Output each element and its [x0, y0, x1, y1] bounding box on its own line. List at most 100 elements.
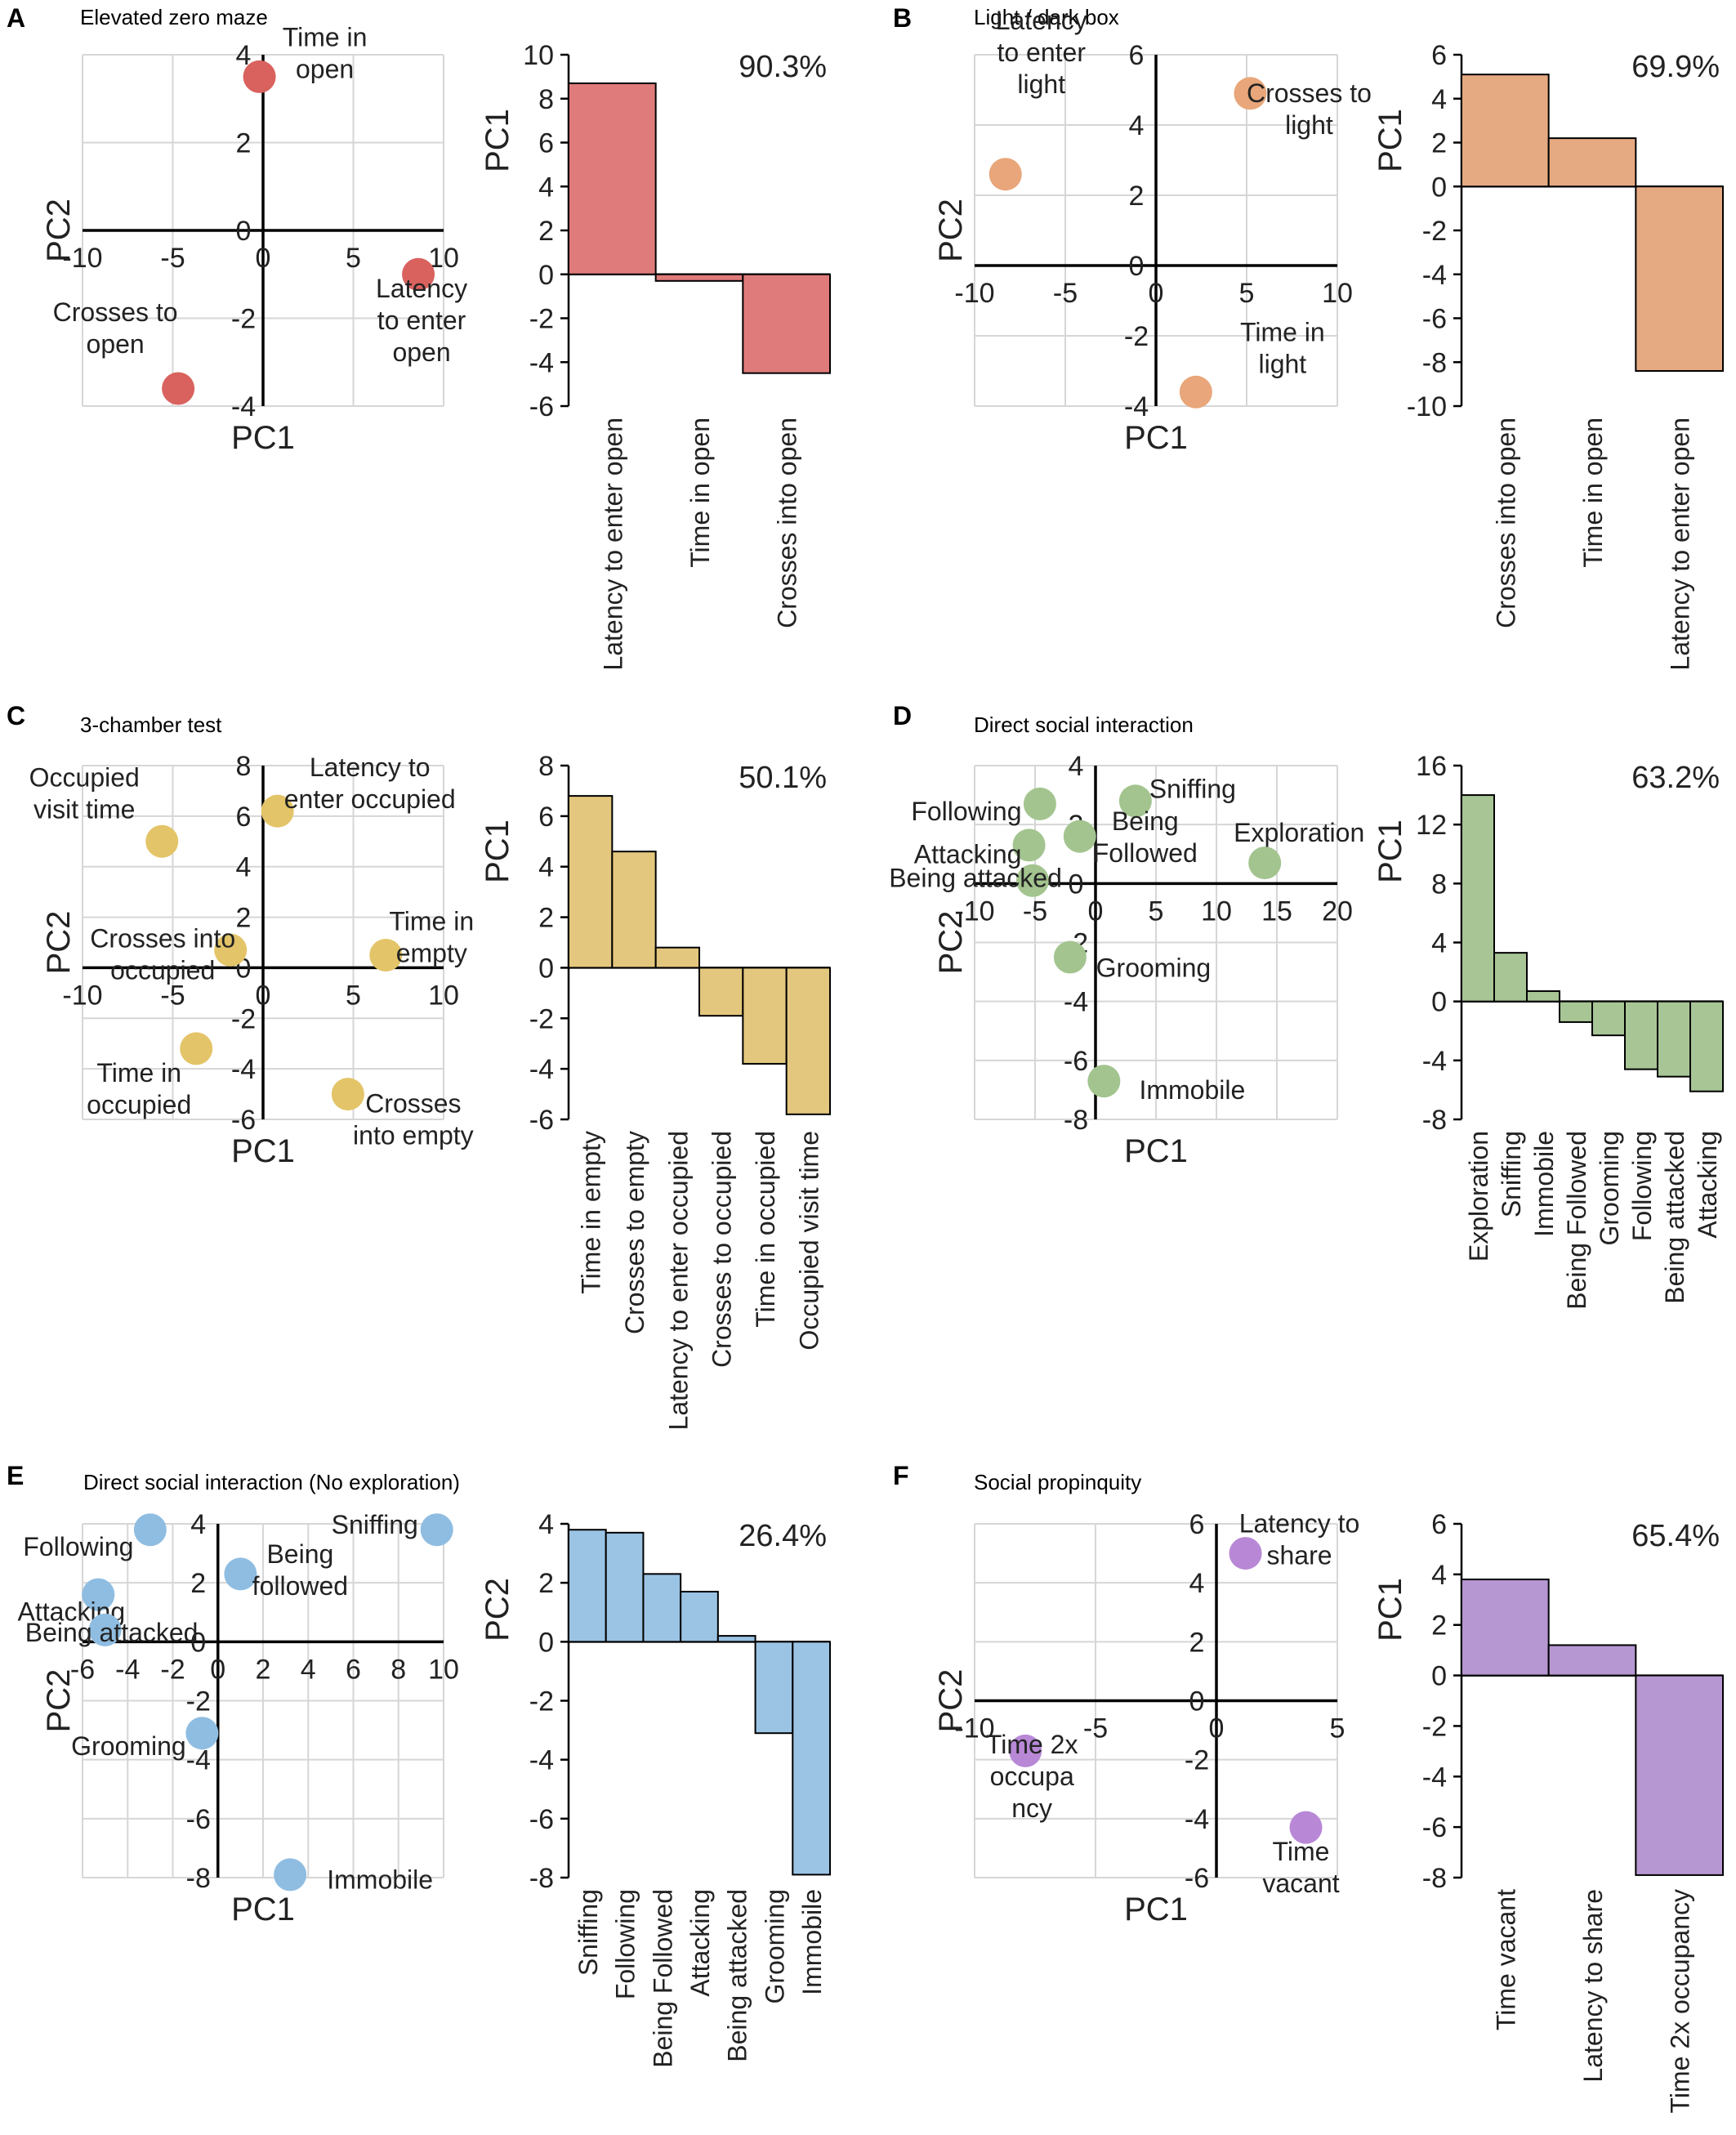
y-tick-label: 0 — [190, 1627, 206, 1658]
bar — [1657, 1000, 1691, 1078]
y-tick-label: -4 — [1064, 987, 1088, 1018]
x-tick-label: -5 — [1053, 278, 1078, 309]
point-label: followed — [252, 1571, 348, 1601]
x-tick-label: 0 — [256, 980, 271, 1011]
bar-category-label: Time in occupied — [751, 1131, 780, 1328]
y-tick-label: -4 — [186, 1745, 211, 1776]
bar-y-tick-label: 8 — [538, 751, 554, 782]
point-label: to enter — [377, 306, 466, 335]
point-label: Attacking — [914, 839, 1022, 869]
bar-y-tick-label: 4 — [538, 172, 554, 203]
point-label: occupa — [990, 1762, 1074, 1791]
bar — [568, 1529, 607, 1643]
panel-title-a: Elevated zero maze — [80, 5, 268, 29]
bar-y-tick-label: 8 — [538, 84, 554, 115]
y-tick-label: -2 — [231, 304, 256, 335]
panel-label-a: A — [7, 3, 26, 33]
bar-y-tick-label: 16 — [1416, 751, 1447, 782]
x-tick-label: -10 — [954, 896, 994, 927]
point-label: into empty — [353, 1121, 474, 1150]
point-label: share — [1266, 1541, 1332, 1570]
bar-y-tick-label: 12 — [1416, 810, 1447, 841]
y-tick-label: -4 — [231, 1054, 256, 1085]
y-tick-label: -2 — [1124, 321, 1149, 352]
data-point — [1009, 1734, 1042, 1767]
point-label: empty — [396, 938, 467, 967]
bar — [568, 82, 657, 275]
y-tick-label: -8 — [1064, 1105, 1088, 1136]
data-point — [243, 60, 276, 93]
data-point — [1023, 787, 1056, 820]
data-point — [1012, 829, 1046, 862]
bar-category-label: Latency to enter open — [598, 418, 627, 671]
bar-category-label: Attacking — [685, 1889, 715, 1997]
point-label: Time in — [96, 1058, 181, 1088]
bar — [1635, 1674, 1725, 1876]
bar-y-axis-title: PC1 — [480, 820, 515, 883]
bar-y-tick-label: -4 — [529, 1054, 554, 1085]
point-label: Time 2x — [986, 1730, 1078, 1759]
bar-y-tick-label: 2 — [538, 216, 554, 247]
bar — [568, 795, 614, 969]
bar-category-label: Sniffing — [1497, 1131, 1526, 1217]
point-label: Crosses — [365, 1089, 461, 1119]
panel-label-d: D — [893, 701, 913, 730]
bar-y-tick-label: 6 — [538, 802, 554, 833]
x-tick-label: 5 — [346, 980, 361, 1011]
bar-y-tick-label: 4 — [1431, 928, 1447, 959]
bar-y-tick-label: -2 — [1422, 216, 1447, 247]
bar-category-label: Immobile — [797, 1889, 827, 1995]
point-label: Time in — [389, 906, 474, 936]
panel-label-e: E — [7, 1461, 25, 1490]
data-point — [369, 938, 403, 971]
bar-y-tick-label: 4 — [538, 1509, 554, 1540]
y-tick-label: 4 — [236, 852, 252, 883]
bar-y-tick-label: 8 — [1431, 869, 1447, 900]
point-label: light — [1017, 69, 1065, 99]
bar — [698, 967, 744, 1017]
bar-y-tick-label: 2 — [538, 1568, 554, 1599]
y-tick-label: 0 — [1129, 251, 1145, 282]
y-tick-label: -8 — [186, 1863, 211, 1894]
variance-annotation: 90.3% — [739, 50, 827, 84]
data-point — [1179, 375, 1212, 409]
x-tick-label: 10 — [428, 980, 459, 1011]
bar-category-label: Being Followed — [1562, 1131, 1591, 1310]
x-tick-label: -10 — [954, 1713, 994, 1744]
bar-y-tick-label: -8 — [529, 1863, 554, 1894]
x-tick-label: 20 — [1322, 896, 1353, 927]
x-tick-label: 10 — [428, 1654, 459, 1685]
bar — [716, 1635, 756, 1643]
bar-y-tick-label: -4 — [1422, 260, 1447, 291]
x-tick-label: 5 — [1239, 278, 1255, 309]
y-tick-label: 2 — [190, 1568, 206, 1599]
bar-y-axis-title: PC1 — [1372, 109, 1408, 172]
point-label: occupied — [110, 955, 215, 985]
bar-category-label: Sniffing — [573, 1889, 603, 1976]
bar-y-tick-label: -6 — [529, 1105, 554, 1136]
point-label: Time in — [283, 22, 368, 51]
variance-annotation: 26.4% — [739, 1519, 827, 1553]
data-point — [82, 1578, 115, 1611]
bar-category-label: Grooming — [1595, 1131, 1624, 1246]
bar-y-axis-title: PC1 — [480, 109, 515, 172]
bar — [1591, 1000, 1626, 1037]
bar-y-axis-title: PC1 — [1372, 1578, 1408, 1641]
point-label: visit time — [33, 794, 135, 824]
variance-annotation: 65.4% — [1631, 1519, 1720, 1553]
bar — [1547, 1644, 1637, 1677]
y-tick-label: 0 — [236, 216, 252, 247]
point-label: Following — [23, 1532, 133, 1561]
y-tick-label: 2 — [236, 903, 252, 934]
bar-y-tick-label: -6 — [529, 391, 554, 422]
bar-category-label: Time 2x occupancy — [1666, 1889, 1695, 2113]
bar-y-tick-label: -8 — [1422, 1105, 1447, 1136]
bar — [1624, 1000, 1658, 1070]
bar-b: -10 -8 -6 -4 -2 0 2 4 6 PC1 69.9% Crosses into open… — [1372, 40, 1725, 671]
bar — [1461, 1579, 1550, 1677]
x-tick-label: 0 — [1209, 1713, 1225, 1744]
bar-y-tick-label: -8 — [1422, 347, 1447, 378]
panel-title-c: 3-chamber test — [80, 712, 222, 737]
point-label: Being — [1112, 806, 1179, 836]
point-label: Time in — [1240, 317, 1325, 346]
